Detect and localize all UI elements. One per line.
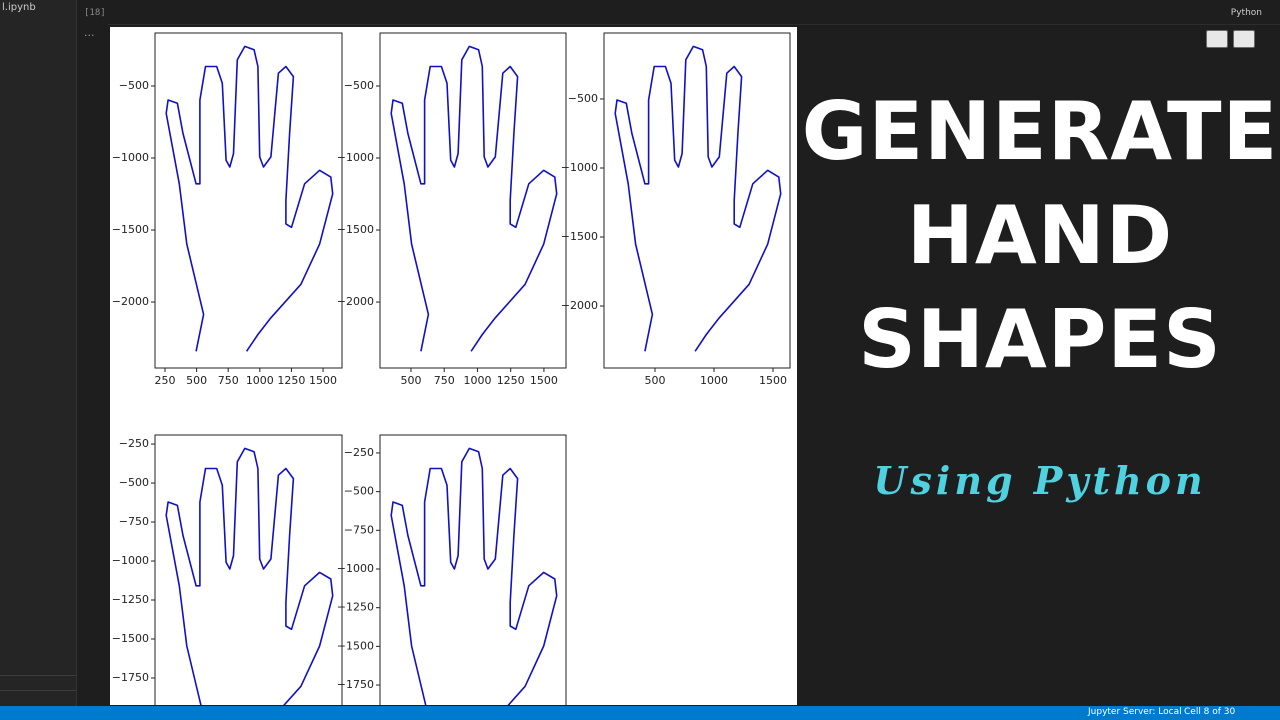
plot-frame <box>154 32 343 369</box>
y-tick-label: −250 <box>119 437 149 450</box>
x-tick-label: 1500 <box>759 374 787 387</box>
plot-frame <box>379 32 567 369</box>
sidebar: l.ipynb <box>0 0 77 706</box>
file-name[interactable]: l.ipynb <box>2 2 36 13</box>
hand-outline <box>165 447 334 705</box>
y-tick-label: −1000 <box>337 562 374 575</box>
x-tick-label: 1000 <box>246 374 274 387</box>
y-tick-label: −1500 <box>112 632 149 645</box>
hand-outline <box>390 45 558 352</box>
hand-outline <box>614 45 782 352</box>
cell-header: Python <box>108 0 1280 25</box>
y-tick-label: −2000 <box>561 299 598 312</box>
thumbnail-title: GENERATE HAND SHAPES <box>800 80 1280 392</box>
x-tick-label: 1500 <box>530 374 558 387</box>
y-tick-label: −1000 <box>337 151 374 164</box>
y-tick-label: −500 <box>568 92 598 105</box>
hand-outline <box>390 447 558 705</box>
plot-frame <box>379 434 567 705</box>
y-tick-label: −1000 <box>561 161 598 174</box>
y-tick-label: −2000 <box>112 295 149 308</box>
y-tick-label: −500 <box>119 79 149 92</box>
execution-count: [18] <box>84 8 106 18</box>
title-line: GENERATE <box>801 85 1279 178</box>
y-tick-label: −500 <box>119 476 149 489</box>
y-tick-label: −1500 <box>561 230 598 243</box>
y-tick-label: −2000 <box>337 295 374 308</box>
x-tick-label: 1500 <box>309 374 337 387</box>
plot-frame <box>154 434 343 705</box>
gutter <box>78 0 108 706</box>
x-tick-label: 1000 <box>463 374 491 387</box>
y-tick-label: −1500 <box>337 639 374 652</box>
y-tick-label: −1000 <box>112 554 149 567</box>
hand-outline <box>165 45 334 352</box>
cell-output: −500 −1000 −1500 −2000 250 500 750 1000 1250 1500… <box>110 27 797 705</box>
x-tick-label: 500 <box>644 374 665 387</box>
divider <box>0 675 76 676</box>
y-tick-label: −750 <box>344 523 374 536</box>
y-tick-label: −1500 <box>337 223 374 236</box>
x-tick-label: 1250 <box>277 374 305 387</box>
divider <box>0 690 76 691</box>
x-tick-label: 250 <box>154 374 175 387</box>
output-menu[interactable]: ... <box>84 26 95 39</box>
status-bar: Jupyter Server: Local Cell 8 of 30 <box>0 706 1280 720</box>
x-tick-label: 500 <box>400 374 421 387</box>
cell-language[interactable]: Python <box>1230 8 1262 18</box>
y-tick-label: −500 <box>344 79 374 92</box>
y-tick-label: −1250 <box>112 593 149 606</box>
y-tick-label: −250 <box>344 446 374 459</box>
title-line: HAND <box>906 189 1174 282</box>
y-tick-label: −500 <box>344 485 374 498</box>
subtitle: Using Python <box>873 458 1207 503</box>
x-tick-label: 750 <box>434 374 455 387</box>
y-tick-label: −1250 <box>337 601 374 614</box>
title-line: SHAPES <box>858 293 1222 386</box>
x-tick-label: 1000 <box>700 374 728 387</box>
save-button[interactable] <box>1233 30 1255 48</box>
copy-button[interactable] <box>1206 30 1228 48</box>
y-tick-label: −1750 <box>112 671 149 684</box>
y-tick-label: −1000 <box>112 151 149 164</box>
cell-position[interactable]: Cell 8 of 30 <box>1184 707 1236 717</box>
y-tick-label: −750 <box>119 515 149 528</box>
y-tick-label: −1500 <box>112 223 149 236</box>
plot-frame <box>603 32 791 369</box>
server-status[interactable]: Jupyter Server: Local <box>1088 707 1182 717</box>
x-tick-label: 500 <box>186 374 207 387</box>
y-tick-label: −1750 <box>337 678 374 691</box>
x-tick-label: 1250 <box>497 374 525 387</box>
x-tick-label: 750 <box>218 374 239 387</box>
